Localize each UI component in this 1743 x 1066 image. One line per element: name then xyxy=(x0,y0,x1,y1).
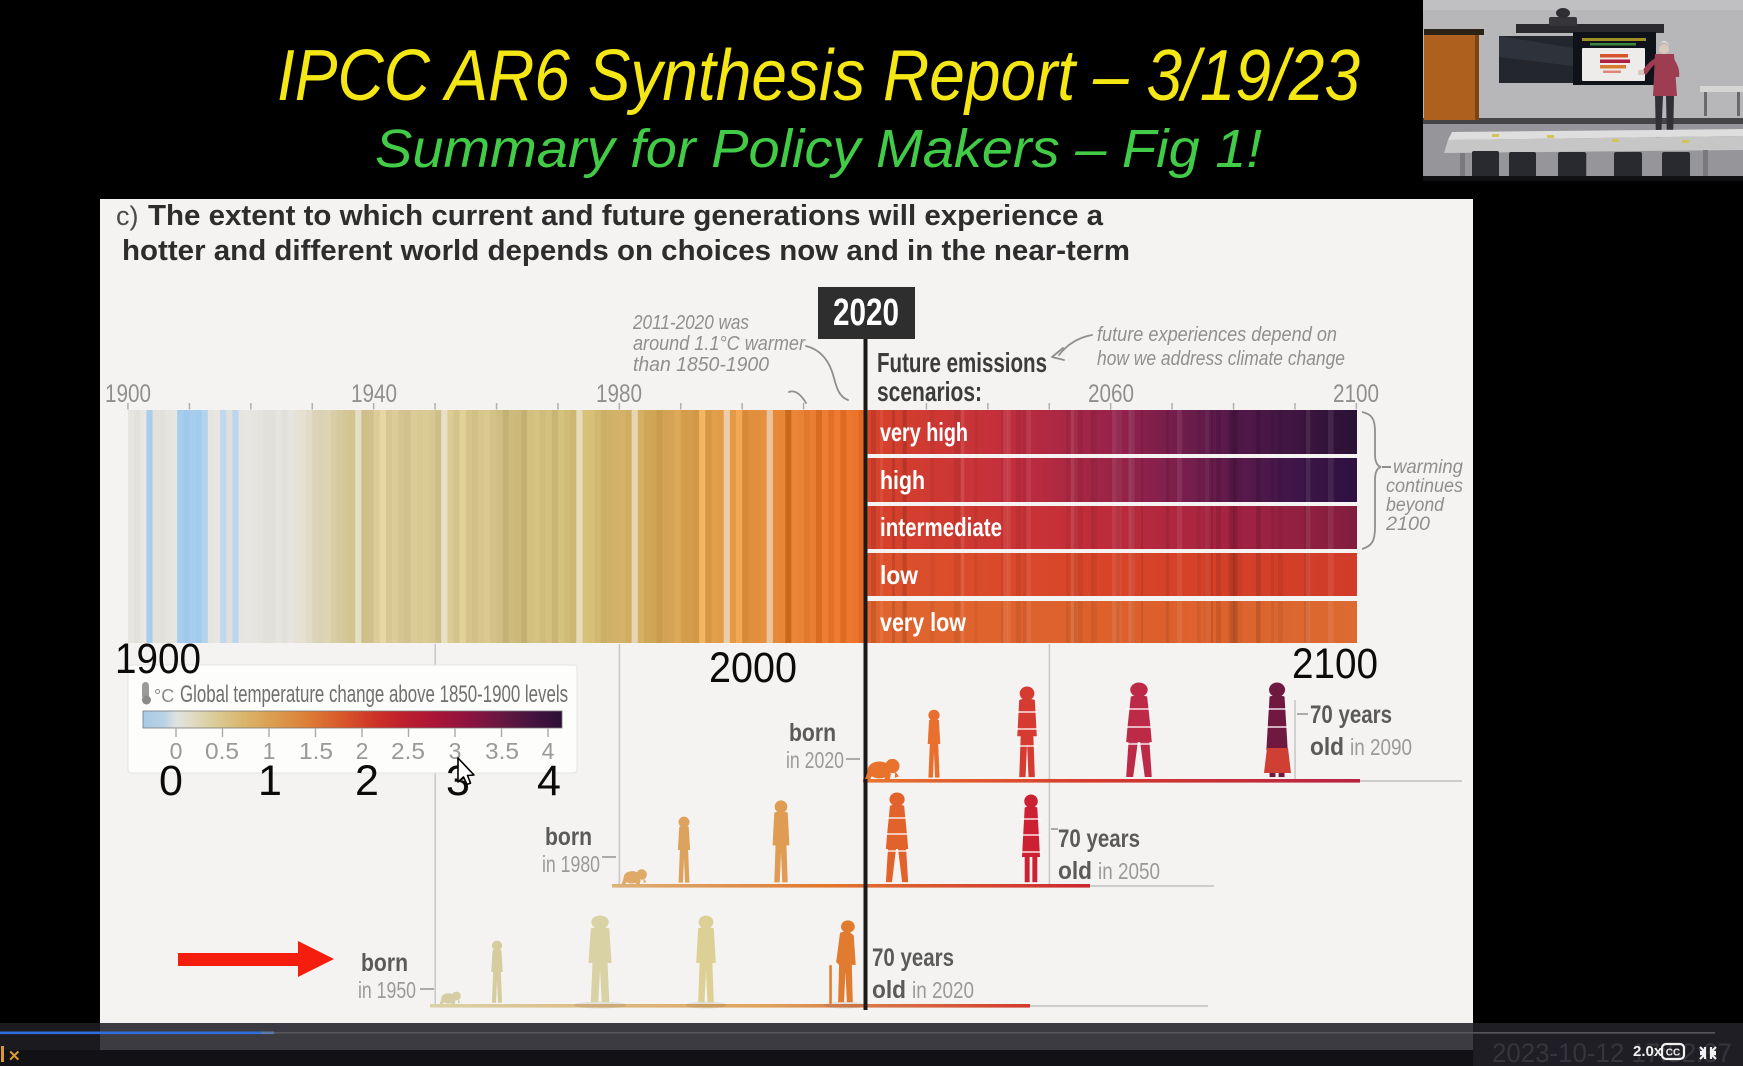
svg-text:0.5: 0.5 xyxy=(205,738,239,764)
svg-text:2011-2020 was: 2011-2020 was xyxy=(632,312,749,334)
svg-text:2100: 2100 xyxy=(1292,640,1378,688)
svg-text:very low: very low xyxy=(880,607,967,637)
svg-text:°C: °C xyxy=(154,686,174,706)
svg-text:low: low xyxy=(880,560,919,590)
svg-text:hotter and different world dep: hotter and different world depends on ch… xyxy=(122,235,1130,267)
svg-text:2.0x: 2.0x xyxy=(1633,1043,1663,1060)
svg-text:in 1980: in 1980 xyxy=(542,851,600,877)
svg-text:very high: very high xyxy=(880,417,968,447)
svg-text:2000: 2000 xyxy=(709,644,797,692)
svg-text:2020: 2020 xyxy=(833,292,899,334)
svg-text:1: 1 xyxy=(258,757,282,805)
svg-text:2.5: 2.5 xyxy=(391,738,425,764)
svg-text:future experiences depend on: future experiences depend on xyxy=(1097,324,1337,346)
svg-text:than 1850-1900: than 1850-1900 xyxy=(633,354,769,376)
svg-text:how we address climate change: how we address climate change xyxy=(1097,348,1345,370)
svg-text:4: 4 xyxy=(542,738,555,764)
svg-text:Summary for Policy Makers – Fi: Summary for Policy Makers – Fig 1! xyxy=(375,119,1262,179)
svg-text:c): c) xyxy=(116,201,139,231)
svg-text:2: 2 xyxy=(355,757,379,805)
svg-text:2100: 2100 xyxy=(1385,514,1430,535)
svg-text:in 2020: in 2020 xyxy=(912,977,974,1003)
svg-text:old: old xyxy=(872,976,906,1004)
svg-text:2060: 2060 xyxy=(1088,380,1134,408)
svg-text:in 2020: in 2020 xyxy=(786,747,844,773)
svg-text:1: 1 xyxy=(263,738,276,764)
svg-text:intermediate: intermediate xyxy=(880,512,1002,542)
svg-text:CC: CC xyxy=(1666,1048,1680,1059)
svg-text:1.5: 1.5 xyxy=(299,738,333,764)
svg-text:0: 0 xyxy=(170,738,183,764)
svg-text:1900: 1900 xyxy=(105,380,151,408)
svg-text:in 1950: in 1950 xyxy=(358,977,416,1003)
svg-text:in 2090: in 2090 xyxy=(1350,734,1412,760)
svg-text:around 1.1°C warmer: around 1.1°C warmer xyxy=(633,333,806,355)
svg-text:70 years: 70 years xyxy=(1058,825,1140,853)
svg-text:continues: continues xyxy=(1386,476,1463,497)
svg-text:The extent to which current an: The extent to which current and future g… xyxy=(148,200,1104,232)
svg-text:1940: 1940 xyxy=(351,380,397,408)
svg-text:3.5: 3.5 xyxy=(485,738,519,764)
svg-text:high: high xyxy=(880,465,925,495)
svg-text:old: old xyxy=(1310,733,1344,761)
svg-text:born: born xyxy=(545,823,592,851)
svg-text:2023-10-12 17:52:37: 2023-10-12 17:52:37 xyxy=(1492,1038,1732,1066)
svg-text:Global temperature change abov: Global temperature change above 1850-190… xyxy=(180,681,568,708)
svg-text:Future emissions: Future emissions xyxy=(877,347,1047,378)
svg-text:born: born xyxy=(361,949,408,977)
svg-text:0: 0 xyxy=(159,757,183,805)
svg-text:scenarios:: scenarios: xyxy=(877,376,982,407)
svg-text:70 years: 70 years xyxy=(1310,701,1392,729)
svg-text:1900: 1900 xyxy=(115,635,201,683)
svg-text:4: 4 xyxy=(537,757,561,805)
svg-text:old: old xyxy=(1058,857,1092,885)
svg-text:IPCC AR6 Synthesis Report – 3/: IPCC AR6 Synthesis Report – 3/19/23 xyxy=(277,36,1360,116)
svg-text:beyond: beyond xyxy=(1386,495,1445,516)
svg-text:2100: 2100 xyxy=(1333,380,1379,408)
svg-text:2: 2 xyxy=(356,738,369,764)
svg-text:born: born xyxy=(789,719,836,747)
svg-text:warming: warming xyxy=(1393,457,1463,478)
svg-text:✕: ✕ xyxy=(8,1048,21,1065)
svg-text:1980: 1980 xyxy=(596,380,642,408)
svg-text:70 years: 70 years xyxy=(872,944,954,972)
svg-text:in 2050: in 2050 xyxy=(1098,858,1160,884)
